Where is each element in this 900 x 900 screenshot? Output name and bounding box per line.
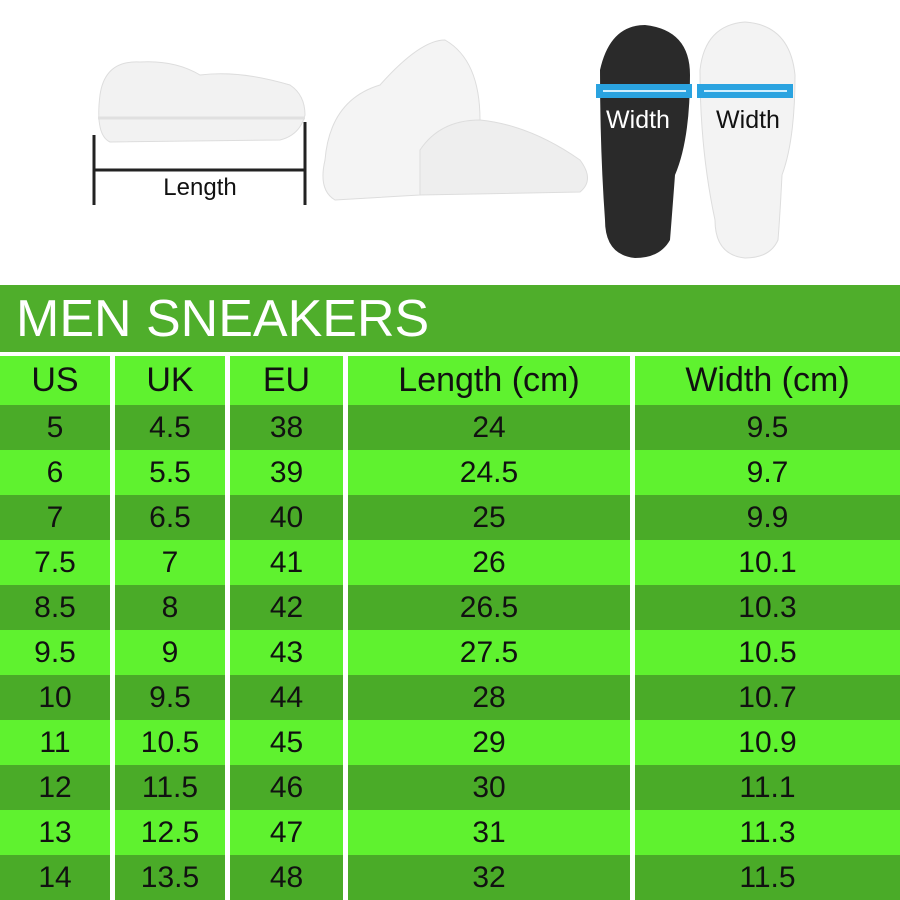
title-band: MEN SNEAKERS bbox=[0, 285, 900, 352]
cell-uk: 4.5 bbox=[115, 405, 225, 450]
cell-eu: 48 bbox=[230, 855, 343, 900]
cell-us: 10 bbox=[0, 675, 110, 720]
header-length: Length (cm) bbox=[348, 356, 630, 405]
table-row: 9.5 9 43 27.5 10.5 bbox=[0, 630, 900, 675]
table-row: 10 9.5 44 28 10.7 bbox=[0, 675, 900, 720]
cell-uk: 7 bbox=[115, 540, 225, 585]
cell-eu: 41 bbox=[230, 540, 343, 585]
cell-uk: 5.5 bbox=[115, 450, 225, 495]
cell-eu: 38 bbox=[230, 405, 343, 450]
cell-us: 13 bbox=[0, 810, 110, 855]
table-row: 6 5.5 39 24.5 9.7 bbox=[0, 450, 900, 495]
header-us: US bbox=[0, 356, 110, 405]
cell-length: 26.5 bbox=[348, 585, 630, 630]
cell-uk: 10.5 bbox=[115, 720, 225, 765]
cell-us: 11 bbox=[0, 720, 110, 765]
cell-length: 29 bbox=[348, 720, 630, 765]
cell-us: 9.5 bbox=[0, 630, 110, 675]
width-arrow-icon bbox=[596, 84, 793, 98]
cell-uk: 9 bbox=[115, 630, 225, 675]
cell-eu: 45 bbox=[230, 720, 343, 765]
cell-width: 11.5 bbox=[635, 855, 900, 900]
cell-us: 6 bbox=[0, 450, 110, 495]
cell-length: 31 bbox=[348, 810, 630, 855]
length-label: Length bbox=[163, 174, 236, 201]
cell-width: 9.7 bbox=[635, 450, 900, 495]
cell-eu: 43 bbox=[230, 630, 343, 675]
cell-eu: 39 bbox=[230, 450, 343, 495]
cell-uk: 12.5 bbox=[115, 810, 225, 855]
cell-uk: 13.5 bbox=[115, 855, 225, 900]
cell-length: 25 bbox=[348, 495, 630, 540]
width-label-right: Width bbox=[716, 106, 780, 134]
cell-us: 14 bbox=[0, 855, 110, 900]
cell-eu: 47 bbox=[230, 810, 343, 855]
table-row: 13 12.5 47 31 11.3 bbox=[0, 810, 900, 855]
cell-length: 30 bbox=[348, 765, 630, 810]
cell-us: 7 bbox=[0, 495, 110, 540]
cell-eu: 46 bbox=[230, 765, 343, 810]
cell-us: 5 bbox=[0, 405, 110, 450]
cell-eu: 42 bbox=[230, 585, 343, 630]
cell-width: 11.1 bbox=[635, 765, 900, 810]
length-measure-icon bbox=[92, 122, 307, 205]
cell-uk: 11.5 bbox=[115, 765, 225, 810]
table-row: 7.5 7 41 26 10.1 bbox=[0, 540, 900, 585]
cell-eu: 40 bbox=[230, 495, 343, 540]
cell-length: 32 bbox=[348, 855, 630, 900]
cell-width: 10.5 bbox=[635, 630, 900, 675]
white-sole-image bbox=[699, 21, 796, 259]
cell-width: 9.5 bbox=[635, 405, 900, 450]
cell-width: 10.1 bbox=[635, 540, 900, 585]
width-label-left: Width bbox=[606, 106, 670, 134]
cell-us: 7.5 bbox=[0, 540, 110, 585]
side-view-shoe-image bbox=[98, 61, 306, 143]
cell-width: 9.9 bbox=[635, 495, 900, 540]
cell-length: 24 bbox=[348, 405, 630, 450]
cell-us: 8.5 bbox=[0, 585, 110, 630]
table-row: 11 10.5 45 29 10.9 bbox=[0, 720, 900, 765]
table-row: 8.5 8 42 26.5 10.3 bbox=[0, 585, 900, 630]
table-row: 12 11.5 46 30 11.1 bbox=[0, 765, 900, 810]
cell-us: 12 bbox=[0, 765, 110, 810]
cell-width: 10.9 bbox=[635, 720, 900, 765]
cell-width: 10.3 bbox=[635, 585, 900, 630]
header-eu: EU bbox=[230, 356, 343, 405]
cell-uk: 9.5 bbox=[115, 675, 225, 720]
header-row: US UK EU Length (cm) Width (cm) bbox=[0, 356, 900, 405]
product-illustrations: Length Width Width bbox=[92, 21, 796, 259]
cell-uk: 6.5 bbox=[115, 495, 225, 540]
black-sole-image bbox=[600, 25, 690, 258]
cell-length: 28 bbox=[348, 675, 630, 720]
chart-title: MEN SNEAKERS bbox=[16, 290, 430, 348]
cell-length: 24.5 bbox=[348, 450, 630, 495]
table-row: 5 4.5 38 24 9.5 bbox=[0, 405, 900, 450]
table-row: 14 13.5 48 32 11.5 bbox=[0, 855, 900, 900]
cell-length: 26 bbox=[348, 540, 630, 585]
cell-width: 11.3 bbox=[635, 810, 900, 855]
cell-uk: 8 bbox=[115, 585, 225, 630]
size-table: US UK EU Length (cm) Width (cm) 5 4.5 38 24… bbox=[0, 356, 900, 900]
header-uk: UK bbox=[115, 356, 225, 405]
cell-eu: 44 bbox=[230, 675, 343, 720]
cell-width: 10.7 bbox=[635, 675, 900, 720]
shoe-pair-image bbox=[322, 39, 588, 201]
header-width: Width (cm) bbox=[635, 356, 900, 405]
table-row: 7 6.5 40 25 9.9 bbox=[0, 495, 900, 540]
cell-length: 27.5 bbox=[348, 630, 630, 675]
